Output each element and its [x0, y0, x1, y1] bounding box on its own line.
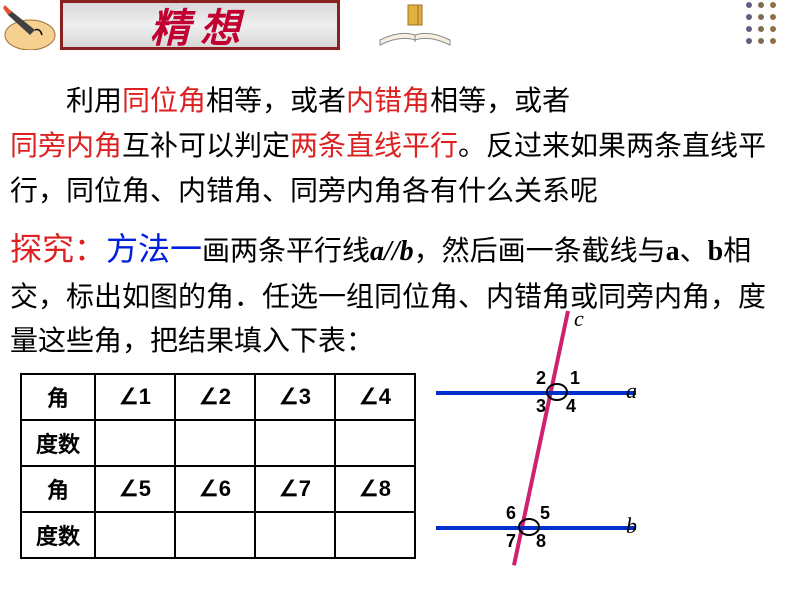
empty-cell [175, 512, 255, 558]
cell-angle7: ∠7 [255, 466, 335, 512]
empty-cell [175, 420, 255, 466]
row-header-angle2: 角 [21, 466, 95, 512]
term-alternate-angles: 内错角 [346, 86, 430, 117]
angle-num-1: 1 [570, 368, 580, 389]
content-area: 利用同位角相等，或者内错角相等，或者同旁内角互补可以判定两条直线平行。反过来如果… [0, 60, 794, 365]
angle-circle-top [546, 383, 568, 401]
pen-decoration-icon [0, 0, 60, 50]
geometry-diagram: c a b 2 1 3 4 6 5 7 8 [426, 316, 656, 576]
term-parallel-lines: 两条直线平行 [290, 131, 458, 162]
empty-cell [255, 420, 335, 466]
intro-paragraph: 利用同位角相等，或者内错角相等，或者同旁内角互补可以判定两条直线平行。反过来如果… [10, 80, 784, 214]
table-row: 角 ∠5 ∠6 ∠7 ∠8 [21, 466, 415, 512]
line-a [436, 391, 636, 395]
var-a: a [666, 236, 680, 267]
dots-decoration-icon [744, 0, 784, 50]
angle-num-6: 6 [506, 503, 516, 524]
empty-cell [95, 420, 175, 466]
explore-paragraph: 探究：方法一画两条平行线a//b，然后画一条截线与a、b相交，标出如图的角．任选… [10, 224, 784, 365]
book-decoration-icon [370, 0, 460, 50]
cell-angle8: ∠8 [335, 466, 415, 512]
angle-num-2: 2 [536, 368, 546, 389]
empty-cell [255, 512, 335, 558]
table-row: 度数 [21, 512, 415, 558]
empty-cell [335, 512, 415, 558]
cell-angle4: ∠4 [335, 374, 415, 420]
angle-num-7: 7 [506, 531, 516, 552]
cell-angle2: ∠2 [175, 374, 255, 420]
row-header-angle1: 角 [21, 374, 95, 420]
angle-num-5: 5 [540, 503, 550, 524]
slide-title: 精想 [150, 0, 250, 54]
term-corresponding-angles: 同位角 [122, 86, 206, 117]
cell-angle3: ∠3 [255, 374, 335, 420]
text-segment: ，然后画一条截线与 [414, 236, 666, 267]
cell-angle6: ∠6 [175, 466, 255, 512]
row-header-degree2: 度数 [21, 512, 95, 558]
text-segment: 相等，或者 [206, 86, 346, 117]
text-segment: 画两条平行线 [202, 236, 370, 267]
angle-num-3: 3 [536, 396, 546, 417]
text-segment: 利用 [10, 86, 122, 117]
cell-angle1: ∠1 [95, 374, 175, 420]
cell-angle5: ∠5 [95, 466, 175, 512]
label-c: c [574, 306, 584, 332]
angle-num-8: 8 [536, 531, 546, 552]
empty-cell [95, 512, 175, 558]
method-label: 方法一 [106, 231, 202, 267]
title-box: 精想 [60, 0, 340, 50]
table-row: 角 ∠1 ∠2 ∠3 ∠4 [21, 374, 415, 420]
text-segment: 相等，或者 [430, 86, 570, 117]
text-segment: 、 [680, 236, 708, 267]
empty-cell [335, 420, 415, 466]
header-section: 精想 [0, 0, 794, 60]
bottom-section: 角 ∠1 ∠2 ∠3 ∠4 度数 角 ∠5 ∠6 ∠7 ∠8 度数 [20, 356, 784, 576]
explore-label: 探究： [10, 231, 106, 267]
label-a: a [626, 378, 637, 404]
angle-table: 角 ∠1 ∠2 ∠3 ∠4 度数 角 ∠5 ∠6 ∠7 ∠8 度数 [20, 373, 416, 559]
angle-num-4: 4 [566, 396, 576, 417]
row-header-degree1: 度数 [21, 420, 95, 466]
label-b: b [626, 513, 637, 539]
var-b: b [708, 236, 724, 267]
table-row: 度数 [21, 420, 415, 466]
term-cointerior-angles: 同旁内角 [10, 131, 122, 162]
var-ab: a//b [370, 236, 414, 267]
text-segment: 互补可以判定 [122, 131, 290, 162]
